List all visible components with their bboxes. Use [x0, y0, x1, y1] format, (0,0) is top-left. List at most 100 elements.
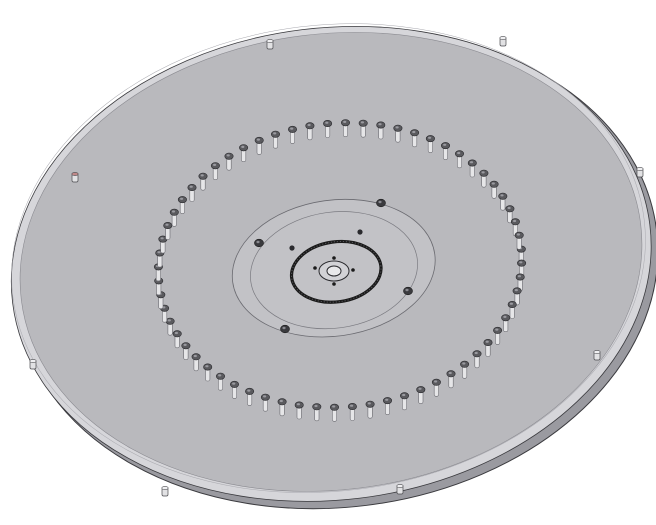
hub-bolt — [376, 198, 386, 208]
hub-bolt — [254, 238, 264, 248]
pin-highlight — [503, 315, 507, 318]
pin — [165, 317, 175, 336]
pin-highlight — [448, 371, 452, 375]
rim-bolt-head — [266, 39, 274, 43]
pin — [467, 159, 477, 178]
bore-hole — [313, 266, 317, 270]
rim-bolt — [266, 39, 274, 50]
pin-highlight — [509, 302, 513, 305]
rim-bolt-head — [396, 484, 404, 488]
pin — [288, 125, 297, 144]
pin — [172, 330, 182, 349]
pin-highlight — [418, 387, 422, 390]
pin-highlight — [290, 127, 294, 130]
pin-highlight — [241, 145, 245, 148]
pin — [169, 208, 179, 227]
pin — [410, 129, 420, 148]
pin-highlight — [428, 136, 432, 139]
bore-hole — [332, 282, 336, 286]
pin — [277, 398, 287, 417]
pin — [431, 378, 441, 397]
pin-highlight — [314, 404, 318, 408]
pin-highlight — [200, 174, 204, 177]
pin-highlight — [218, 374, 222, 377]
pin — [203, 363, 213, 382]
pin — [455, 150, 464, 169]
pin-highlight — [485, 340, 489, 343]
pin — [239, 144, 249, 162]
hub-bolt-head — [403, 286, 413, 296]
pin-highlight — [378, 123, 382, 126]
pin-highlight — [434, 380, 438, 383]
pin — [158, 235, 168, 254]
pin — [330, 403, 339, 422]
rim-bolt-head — [636, 167, 644, 171]
pin — [441, 142, 450, 160]
pin — [305, 122, 315, 141]
pin-highlight — [205, 365, 209, 368]
center-hub — [231, 198, 436, 338]
pin — [483, 339, 493, 357]
pin-highlight — [443, 143, 447, 146]
pin — [514, 231, 524, 250]
pin-highlight — [367, 402, 371, 405]
rim-bolt — [71, 172, 79, 183]
pin — [505, 205, 515, 224]
pin-highlight — [167, 319, 171, 322]
pin — [493, 326, 503, 345]
seal-ring-knurl — [291, 240, 382, 303]
pin-highlight — [516, 233, 520, 236]
pin — [271, 130, 280, 149]
pin — [472, 350, 482, 369]
pin — [501, 314, 511, 333]
pin-highlight — [519, 261, 523, 264]
center-bore — [326, 265, 342, 277]
pin — [393, 124, 403, 143]
pin — [479, 169, 489, 188]
hub-bolt-head — [254, 238, 264, 248]
pin — [163, 222, 173, 240]
pin-highlight — [273, 132, 277, 135]
pin — [155, 249, 165, 268]
hub-bolt-head — [376, 198, 386, 208]
pin-highlight — [325, 121, 329, 124]
pin — [323, 120, 333, 138]
pin — [347, 403, 357, 421]
rim-bolt — [593, 350, 601, 361]
pin-highlight — [279, 399, 283, 403]
pin-highlight — [491, 182, 495, 185]
pin-highlight — [360, 121, 364, 124]
hub-bolt-head — [280, 324, 290, 334]
pin-highlight — [180, 197, 184, 200]
pin-highlight — [171, 210, 176, 213]
bore-hole — [332, 256, 336, 260]
pin-ring — [153, 119, 527, 422]
pin-highlight — [160, 237, 164, 240]
pin — [498, 192, 508, 211]
pin — [400, 392, 409, 411]
pin-highlight — [474, 351, 478, 355]
pin — [358, 119, 368, 138]
rim-bolt — [29, 359, 37, 370]
pin-highlight — [514, 289, 518, 292]
rim-bolt — [396, 484, 404, 495]
pin-highlight — [343, 120, 347, 123]
pin-highlight — [157, 251, 161, 254]
pin — [230, 380, 239, 399]
pin-highlight — [256, 138, 260, 141]
pin — [224, 152, 234, 171]
pin — [376, 121, 386, 140]
pin — [181, 342, 191, 361]
pin-highlight — [183, 343, 187, 346]
pin — [512, 287, 522, 306]
pin — [365, 400, 375, 419]
pin-highlight — [226, 154, 230, 157]
hub-bolt-highlight — [282, 326, 286, 330]
pin-highlight — [507, 206, 511, 210]
pin — [210, 162, 220, 180]
pin — [507, 301, 517, 319]
rim-bolt-head — [71, 172, 79, 176]
pin — [198, 172, 208, 191]
